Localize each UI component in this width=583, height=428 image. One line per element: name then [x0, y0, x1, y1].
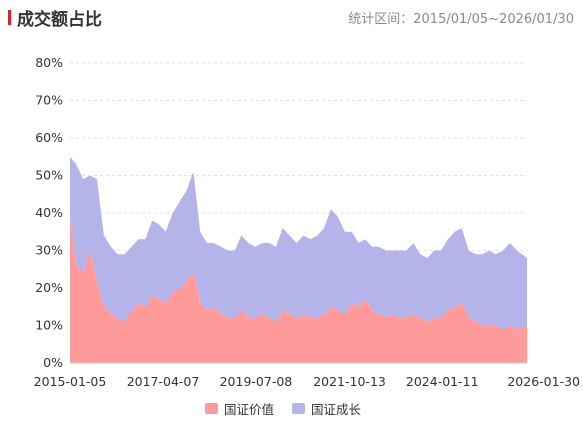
- y-tick-label: 20%: [35, 280, 63, 295]
- y-tick-label: 0%: [43, 355, 63, 370]
- y-tick-label: 10%: [35, 318, 63, 333]
- y-tick-label: 70%: [35, 93, 63, 108]
- legend-item-growth[interactable]: 国证成长: [292, 399, 361, 418]
- legend: 国证价值 国证成长: [205, 399, 379, 417]
- page-title: 成交额占比: [17, 10, 102, 30]
- legend-swatch-growth: [292, 402, 306, 414]
- y-tick-label: 30%: [35, 243, 63, 258]
- stacked-areas: [70, 156, 527, 364]
- x-tick-label: 2017-04-07: [127, 374, 200, 389]
- series-area-value: [70, 220, 527, 363]
- y-tick-label: 50%: [35, 168, 63, 183]
- series-area-growth: [70, 156, 527, 330]
- x-tick-label: 2021-10-13: [313, 374, 386, 389]
- legend-swatch-value: [205, 402, 218, 414]
- x-tick-label: 2024-01-11: [406, 374, 479, 389]
- y-tick-label: 60%: [35, 130, 63, 145]
- x-tick-label: 2019-07-08: [220, 374, 293, 389]
- chart-header: 成交额占比 统计区间：2015/01/05~2026/01/30: [0, 0, 583, 36]
- x-tick-label: 2015-01-05: [34, 374, 107, 389]
- title-accent-bar: [8, 10, 11, 25]
- x-axis-ticks: 2015-01-05 2017-04-07 2019-07-08 2021-10-13…: [34, 374, 580, 389]
- x-tick-label: 2026-01-30: [507, 374, 580, 389]
- period-label: 统计区间：2015/01/05~2026/01/30: [348, 12, 574, 27]
- legend-label-value: 国证价值: [224, 401, 275, 417]
- legend-label-growth: 国证成长: [311, 401, 362, 417]
- y-tick-label: 40%: [35, 205, 63, 220]
- y-axis-ticks: 0% 10% 20% 30% 40% 50% 60% 70% 80%: [35, 55, 63, 370]
- y-tick-label: 80%: [35, 55, 63, 70]
- legend-item-value[interactable]: 国证价值: [205, 399, 274, 418]
